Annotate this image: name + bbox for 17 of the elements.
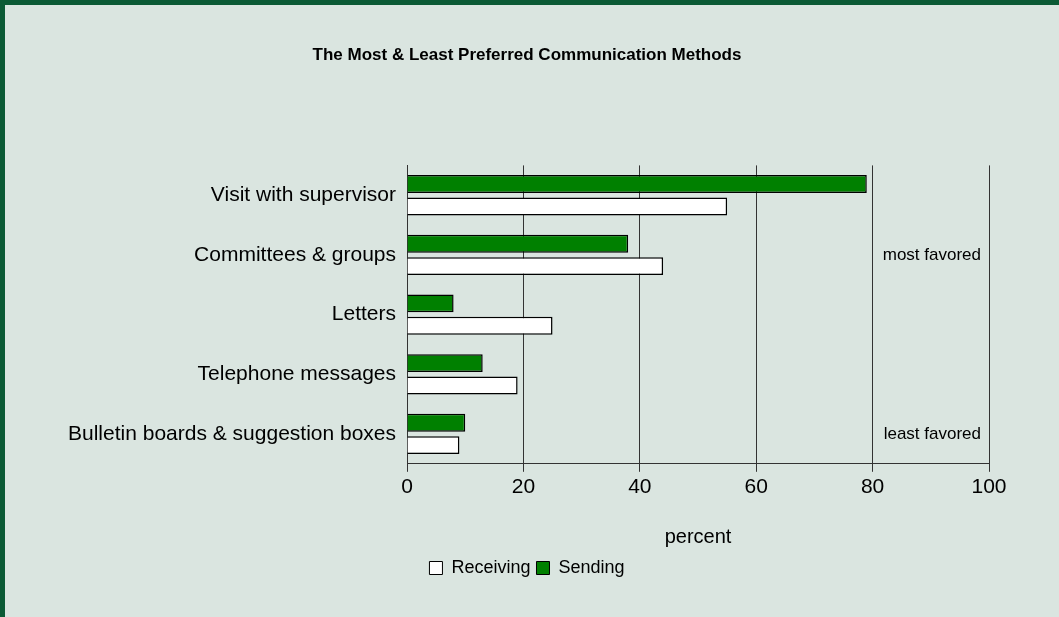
x-tick-label: 100 [971,474,1007,498]
legend-label: Receiving [451,556,531,577]
x-axis-title: percent [664,524,732,547]
y-tick-label: Bulletin boards & suggestion boxes [68,420,397,444]
x-tick-label: 60 [744,474,768,498]
legend-label: Sending [558,556,625,577]
x-tick-label: 20 [511,474,536,498]
x-tick-label: 0 [401,474,413,498]
annotation: least favored [883,423,981,443]
x-tick-label: 40 [628,474,652,498]
y-tick-label: Letters [331,301,397,325]
x-tick-label: 80 [860,474,885,498]
annotation: most favored [882,244,981,264]
chart-title: The Most & Least Preferred Communication Methods [312,44,742,64]
y-tick-label: Committees & groups [194,241,397,265]
y-tick-label: Telephone messages [197,361,397,385]
y-tick-label: Visit with supervisor [210,182,397,206]
